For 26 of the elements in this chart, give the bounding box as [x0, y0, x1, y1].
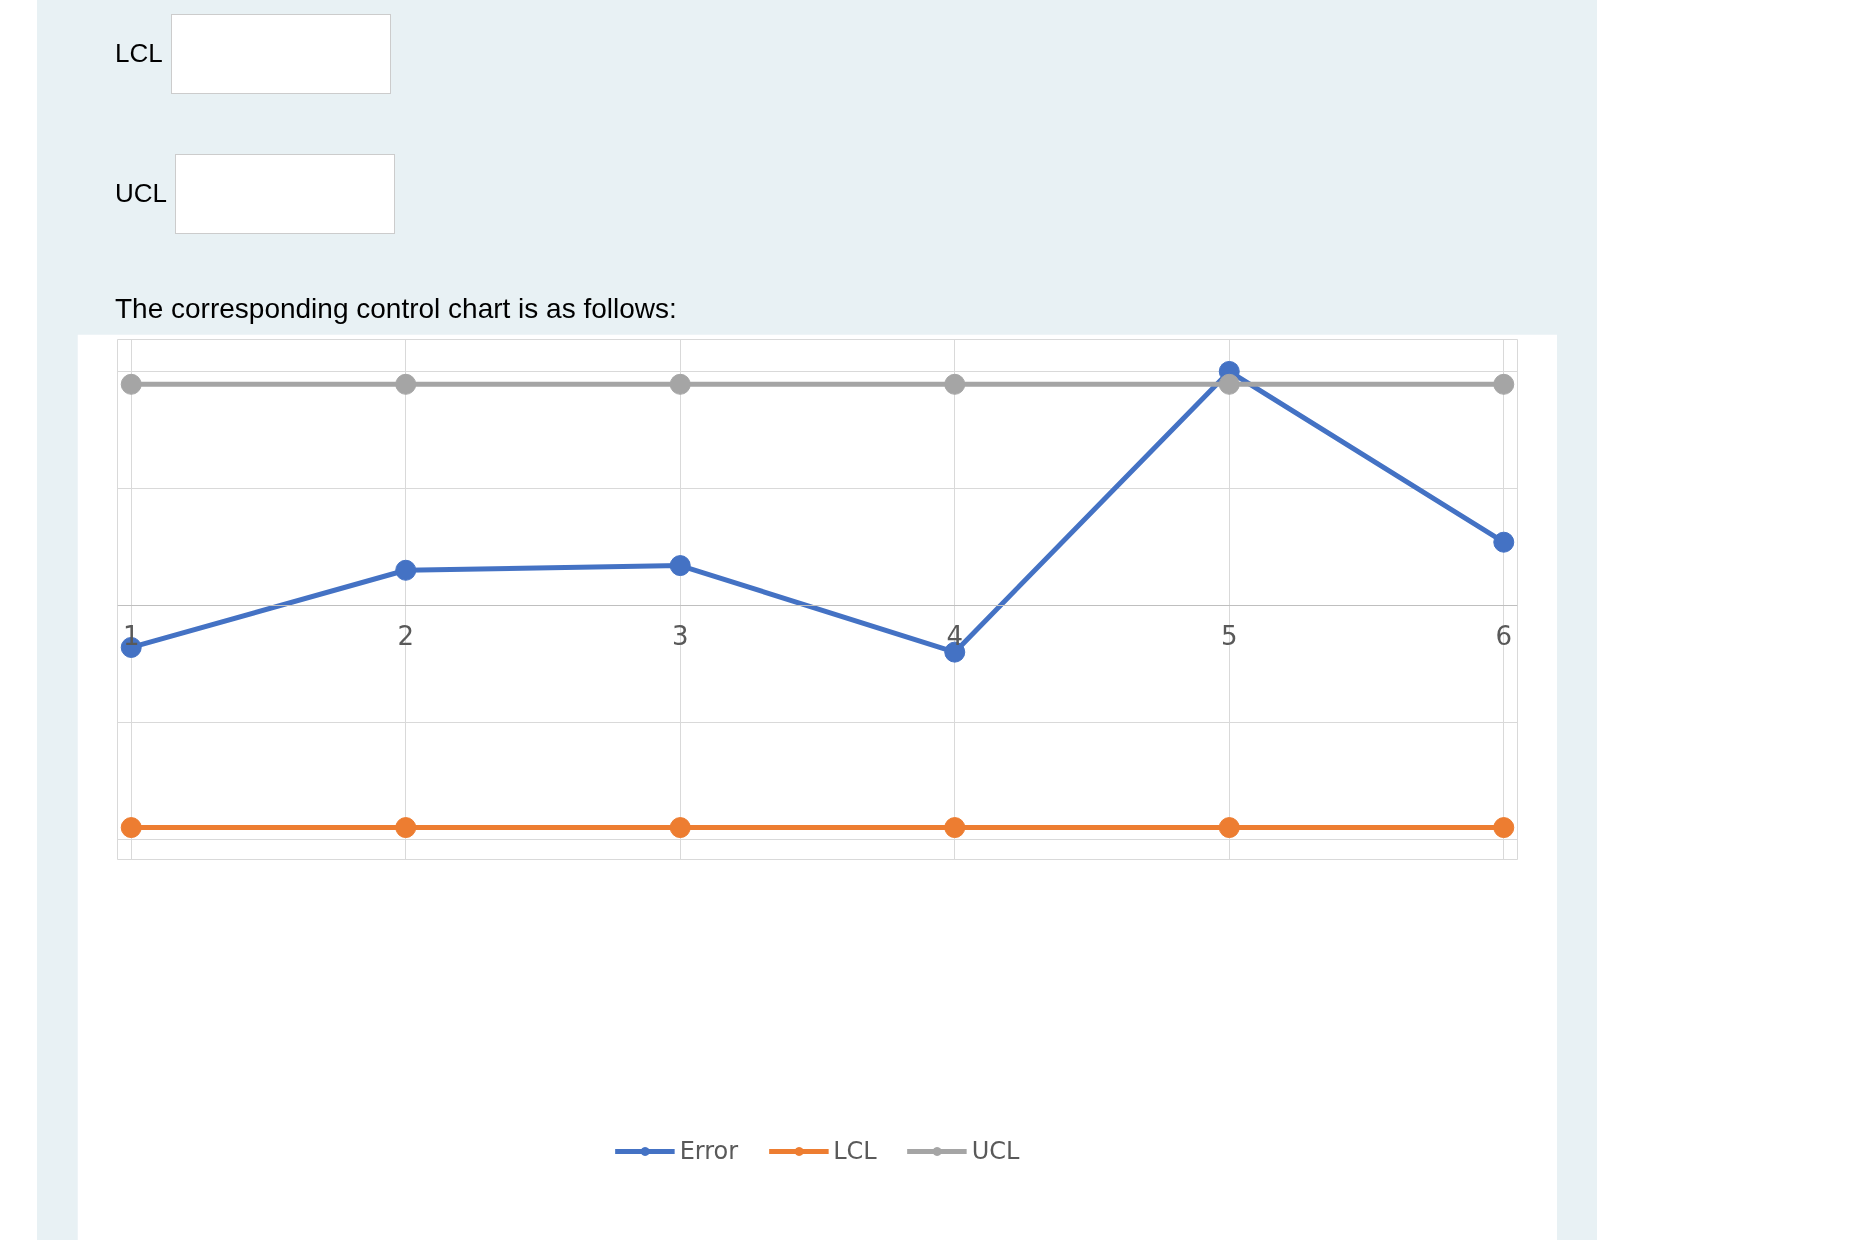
point	[395, 817, 417, 839]
point	[1218, 373, 1240, 395]
point	[1493, 817, 1515, 839]
point	[120, 817, 142, 839]
chart-title: The corresponding control chart is as follows:	[115, 292, 677, 326]
x-tick-label: 3	[671, 621, 689, 652]
text: LCL	[115, 37, 164, 71]
legend-label: LCL	[833, 1136, 877, 1165]
point	[1493, 531, 1515, 553]
legend-label: Error	[679, 1136, 739, 1165]
x-tick-label: 1	[122, 621, 140, 652]
point	[669, 373, 691, 395]
point	[944, 373, 966, 395]
point	[669, 817, 691, 839]
text: UCL	[115, 177, 168, 211]
legend-label: UCL	[971, 1136, 1020, 1165]
point	[944, 817, 966, 839]
point	[669, 555, 691, 577]
point	[395, 373, 417, 395]
point	[395, 559, 417, 581]
x-tick-label: 5	[1220, 621, 1238, 652]
x-tick-label: 6	[1495, 621, 1513, 652]
x-tick-label: 2	[397, 621, 415, 652]
point	[1218, 817, 1240, 839]
point	[1493, 373, 1515, 395]
point	[120, 373, 142, 395]
